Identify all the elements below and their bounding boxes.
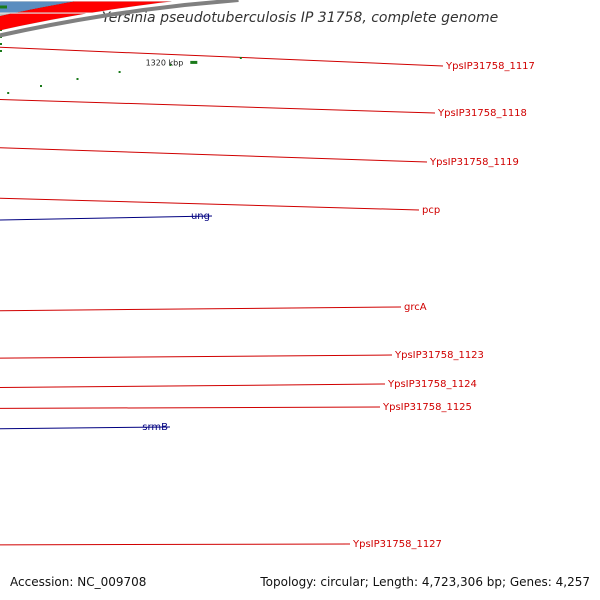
kbp-tick — [0, 5, 7, 9]
map-title: Yersinia pseudotuberculosis IP 31758, co… — [101, 10, 499, 26]
gene-label[interactable]: srmB — [142, 422, 168, 433]
track-dot — [239, 57, 242, 59]
track-dot — [7, 92, 10, 94]
label-leader — [0, 383, 386, 389]
track-dot — [118, 71, 121, 73]
label-leader — [0, 215, 213, 221]
gene-label[interactable]: grcA — [404, 302, 427, 313]
backbone — [0, 0, 239, 38]
track-dot — [169, 64, 172, 66]
gene-label[interactable]: YpsIP31758_1127 — [352, 539, 442, 550]
label-leader — [0, 306, 402, 312]
gene-feature[interactable] — [0, 13, 86, 51]
gene-label[interactable]: YpsIP31758_1125 — [382, 402, 472, 413]
track-dot — [40, 85, 42, 87]
gene-label[interactable]: YpsIP31758_1123 — [394, 350, 484, 361]
gene-features — [0, 1, 172, 51]
label-leader — [0, 354, 393, 359]
gene-label[interactable]: YpsIP31758_1118 — [437, 108, 527, 119]
kbp-ticks: 1319 kbp1320 kbp1321 kbp1322 kbp1323 kbp… — [0, 5, 198, 67]
gene-label[interactable]: YpsIP31758_1119 — [429, 157, 519, 168]
track-dots — [0, 29, 242, 94]
gene-label[interactable]: YpsIP31758_1124 — [387, 379, 477, 390]
label-leader — [0, 426, 171, 430]
track-dot — [0, 50, 2, 52]
gene-label[interactable]: YpsIP31758_1117 — [445, 61, 535, 72]
track-dot — [0, 43, 2, 45]
track-dot — [76, 78, 79, 80]
gene-labels: YpsIP31758_1117 YpsIP31758_1118 YpsIP31758… — [0, 46, 535, 550]
label-leader — [0, 46, 444, 67]
kbp-tick — [190, 60, 198, 64]
label-leader — [0, 147, 428, 163]
gene-label[interactable]: pcp — [422, 205, 440, 216]
gene-label[interactable]: ung — [191, 211, 210, 222]
backbone-arc — [0, 0, 239, 38]
gene-feature[interactable] — [0, 1, 74, 13]
topology-text: Topology: circular; Length: 4,723,306 bp… — [260, 575, 590, 589]
label-leader — [0, 406, 381, 409]
kbp-tick-label: 1320 kbp — [146, 58, 184, 67]
label-leader — [0, 543, 351, 546]
label-leader — [0, 197, 420, 211]
accession-text: Accession: NC_009708 — [10, 575, 147, 589]
gene-feature[interactable] — [0, 13, 11, 47]
label-leader — [0, 98, 436, 114]
